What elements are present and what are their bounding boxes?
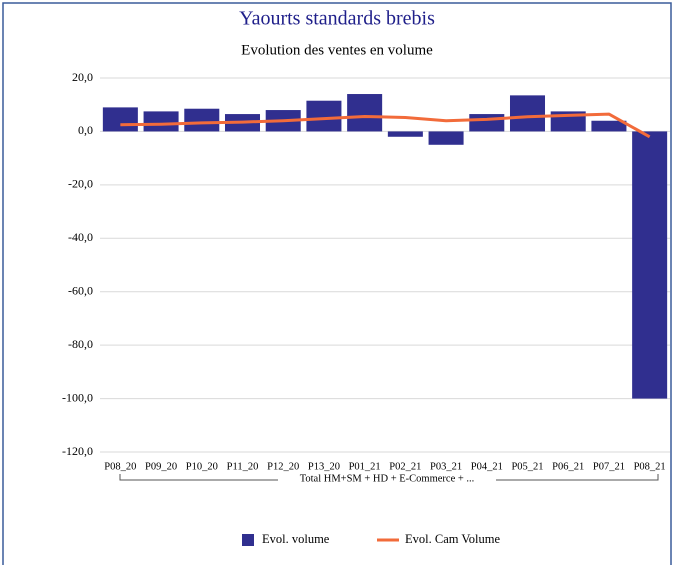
x-tick-label: P10_20 xyxy=(186,461,218,472)
x-tick-label: P08_20 xyxy=(104,461,136,472)
bar xyxy=(428,131,464,145)
legend-label: Evol. Cam Volume xyxy=(405,532,500,546)
bar xyxy=(632,131,668,399)
x-tick-label: P03_21 xyxy=(430,461,462,472)
bar xyxy=(509,95,546,132)
group-label: Total HM+SM + HD + E-Commerce + ... xyxy=(300,473,475,484)
y-tick-label: 0,0 xyxy=(78,123,93,137)
x-tick-label: P07_21 xyxy=(593,461,625,472)
y-tick-label: -60,0 xyxy=(68,283,93,297)
group-label-bg xyxy=(278,473,496,486)
bar xyxy=(102,107,138,132)
y-tick-label: -100,0 xyxy=(62,390,93,404)
x-tick-label: P06_21 xyxy=(552,461,584,472)
bar xyxy=(184,108,220,132)
x-tick-label: P13_20 xyxy=(308,461,340,472)
x-tick-label: P12_20 xyxy=(267,461,299,472)
bar xyxy=(469,114,505,132)
y-tick-label: -40,0 xyxy=(68,230,93,244)
chart-subtitle: Evolution des ventes en volume xyxy=(241,42,433,58)
x-tick-label: P09_20 xyxy=(145,461,177,472)
x-tick-label: P01_21 xyxy=(349,461,381,472)
y-tick-label: -120,0 xyxy=(62,444,93,458)
bar xyxy=(306,100,342,132)
y-tick-label: -20,0 xyxy=(68,177,93,191)
chart-title: Yaourts standards brebis xyxy=(239,8,435,30)
x-tick-label: P04_21 xyxy=(471,461,503,472)
x-tick-label: P08_21 xyxy=(634,461,666,472)
line xyxy=(120,112,651,139)
bar xyxy=(143,111,179,132)
y-tick-label: 20,0 xyxy=(72,70,93,84)
x-tick-label: P02_21 xyxy=(389,461,421,472)
bar xyxy=(591,120,627,132)
x-tick-label: P11_20 xyxy=(227,461,259,472)
x-tick-label: P05_21 xyxy=(511,461,543,472)
bar xyxy=(387,131,423,137)
legend-label: Evol. volume xyxy=(262,532,330,546)
legend-swatch xyxy=(242,534,254,546)
bar xyxy=(347,94,383,132)
y-tick-label: -80,0 xyxy=(68,337,93,351)
